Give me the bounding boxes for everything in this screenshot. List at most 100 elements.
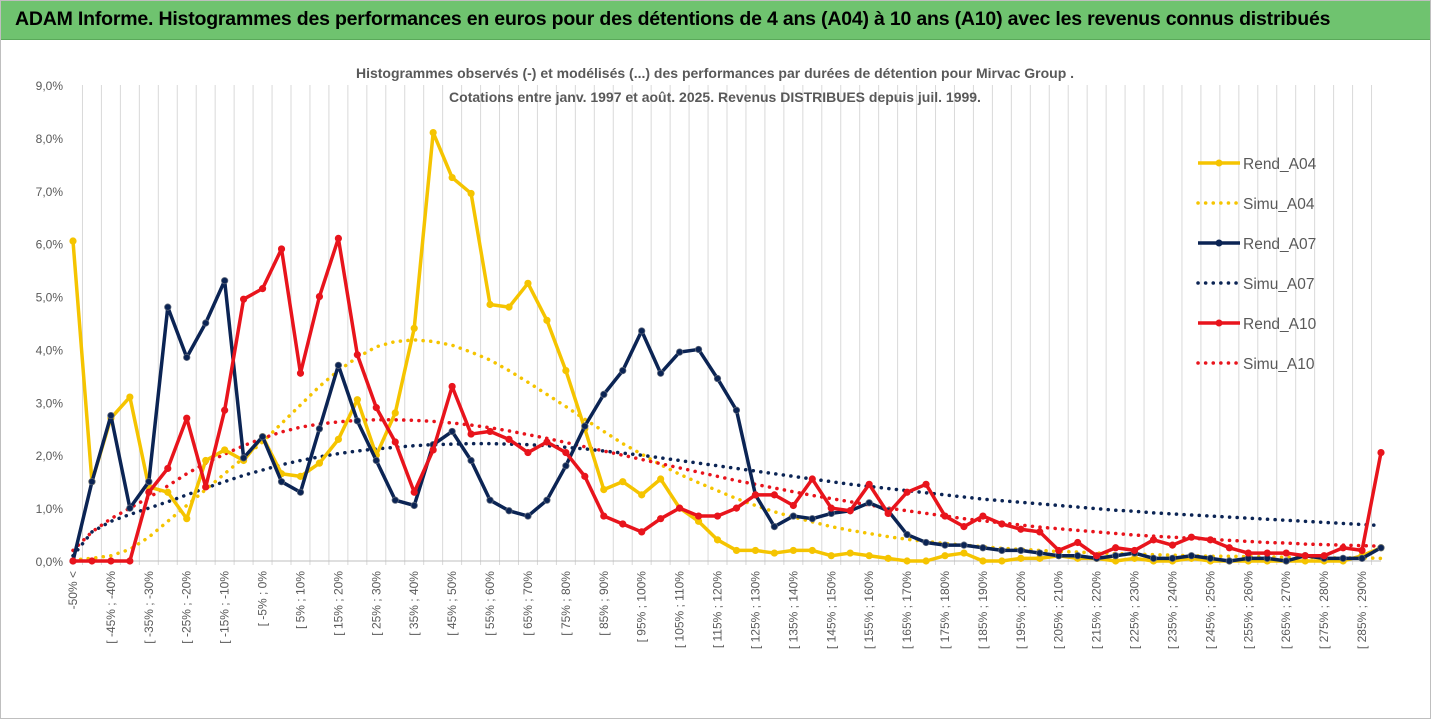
point-rend-a04: [69, 237, 77, 245]
legend-marker-rend-a10: [1215, 319, 1223, 327]
point-rend-a07: [657, 369, 665, 377]
y-tick-label: 7,0%: [36, 185, 64, 199]
point-rend-a04: [353, 396, 361, 404]
chart-series: [69, 129, 1385, 565]
point-rend-a04: [600, 485, 608, 494]
point-rend-a04: [657, 475, 665, 483]
point-rend-a07: [258, 433, 267, 441]
point-rend-a07: [998, 546, 1006, 555]
point-rend-a10: [429, 446, 437, 454]
x-tick-label: [ 115% ; 120%: [711, 571, 725, 648]
point-rend-a10: [713, 512, 722, 520]
point-rend-a04: [941, 552, 949, 560]
point-rend-a10: [277, 245, 286, 253]
legend-label-simu-a04: Simu_A04: [1243, 196, 1315, 213]
point-rend-a04: [619, 478, 627, 486]
point-rend-a10: [694, 512, 703, 520]
point-rend-a04: [334, 435, 342, 443]
point-rend-a10: [979, 512, 987, 520]
point-rend-a04: [126, 393, 134, 401]
chart-axes: 0,0% 1,0% 2,0% 3,0% 4,0% 5,0% 6,0% 7,0% 8,0% 9,0%…: [36, 79, 1381, 649]
series-line-simu-a07: [71, 441, 1383, 558]
point-rend-a04: [865, 552, 873, 560]
point-rend-a10: [258, 285, 267, 293]
point-rend-a10: [505, 435, 513, 443]
x-tick-label: [ -15% ; -10%: [218, 571, 232, 644]
point-rend-a04: [543, 316, 551, 324]
point-rend-a07: [1206, 554, 1214, 562]
point-rend-a07: [979, 544, 987, 552]
point-rend-a10: [1263, 549, 1271, 557]
report-banner: ADAM Informe. Histogrammes des performan…: [1, 1, 1430, 40]
x-tick-label: [ 225% ; 230%: [1128, 571, 1142, 649]
y-tick-label: 9,0%: [36, 79, 64, 93]
point-rend-a04: [732, 546, 741, 555]
point-rend-a10: [1244, 549, 1252, 557]
point-rend-a04: [202, 456, 210, 465]
x-tick-label: [ 135% ; 140%: [786, 571, 800, 649]
y-tick-label: 3,0%: [36, 396, 64, 410]
legend-label-rend-a04: Rend_A04: [1243, 156, 1317, 173]
legend-marker-rend-a07: [1215, 239, 1223, 247]
point-rend-a04: [486, 300, 494, 309]
point-rend-a10: [1017, 525, 1025, 533]
point-rend-a07: [713, 374, 722, 383]
point-rend-a07: [1017, 546, 1025, 555]
point-rend-a10: [846, 507, 854, 515]
point-rend-a10: [164, 464, 172, 473]
chart-title: Histogrammes observés (-) et modélisés (…: [356, 65, 1074, 105]
point-rend-a04: [827, 552, 835, 560]
point-rend-a04: [296, 472, 305, 480]
point-rend-a07: [107, 411, 115, 420]
point-rend-a07: [353, 417, 361, 425]
x-tick-label: [ -25% ; -20%: [180, 571, 194, 644]
point-rend-a07: [391, 496, 399, 504]
point-rend-a07: [164, 303, 172, 311]
point-rend-a07: [960, 541, 968, 549]
point-rend-a10: [1206, 536, 1214, 544]
x-tick-label: [ 95% ; 100%: [635, 571, 649, 643]
point-rend-a04: [183, 515, 191, 523]
point-rend-a10: [789, 501, 797, 510]
point-rend-a10: [1074, 538, 1082, 547]
x-tick-label: [ 5% ; 10%: [293, 571, 307, 629]
legend-label-simu-a10: Simu_A10: [1243, 356, 1315, 373]
point-rend-a04: [410, 324, 418, 332]
series-line-rend-a10: [73, 236, 1383, 563]
point-rend-a07: [941, 541, 949, 549]
point-rend-a10: [1149, 536, 1158, 544]
point-rend-a10: [467, 430, 475, 438]
point-rend-a07: [1225, 557, 1233, 565]
point-rend-a07: [922, 538, 930, 547]
point-rend-a07: [467, 456, 475, 465]
x-tick-label: [ 235% ; 240%: [1165, 571, 1179, 649]
point-rend-a10: [391, 438, 399, 446]
point-rend-a10: [448, 382, 456, 391]
point-rend-a10: [88, 557, 96, 565]
point-rend-a07: [562, 462, 570, 470]
point-rend-a07: [183, 353, 191, 361]
x-tick-label: [ -5% ; 0%: [256, 571, 270, 627]
series-line-simu-a10: [71, 418, 1383, 553]
x-tick-label: [ -35% ; -30%: [142, 571, 156, 644]
point-rend-a10: [69, 557, 77, 565]
point-rend-a10: [941, 512, 949, 520]
point-rend-a07: [808, 515, 816, 523]
x-tick-label: [ 55% ; 60%: [483, 571, 497, 636]
point-rend-a10: [1093, 552, 1101, 560]
point-rend-a10: [581, 472, 589, 480]
point-rend-a07: [410, 501, 418, 510]
point-rend-a10: [372, 404, 380, 412]
point-rend-a07: [505, 507, 513, 515]
point-rend-a10: [562, 448, 570, 457]
x-tick-label: [ 255% ; 260%: [1241, 571, 1255, 649]
point-rend-a10: [619, 520, 627, 528]
point-rend-a04: [448, 173, 456, 182]
chart-title-line: Histogrammes observés (-) et modélisés (…: [356, 65, 1074, 81]
series-line-rend-a04: [71, 130, 1382, 563]
x-tick-label: [ 15% ; 20%: [331, 571, 345, 636]
y-tick-label: 6,0%: [36, 238, 64, 252]
point-rend-a07: [448, 427, 456, 436]
point-rend-a10: [221, 406, 229, 414]
